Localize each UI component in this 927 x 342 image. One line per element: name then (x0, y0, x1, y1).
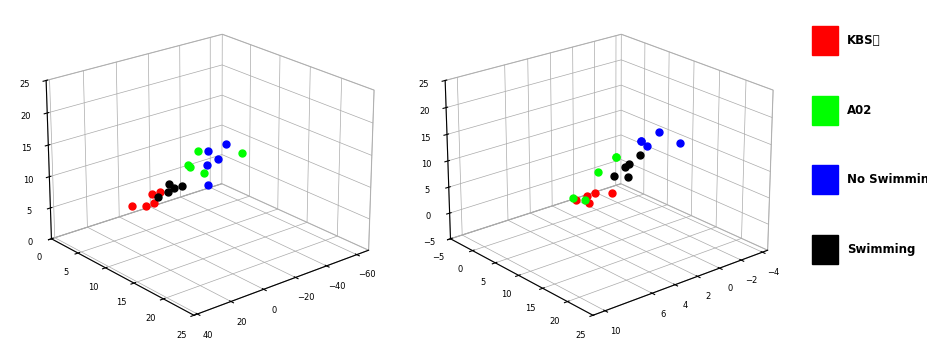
Text: KBS탕: KBS탕 (845, 34, 880, 47)
Text: Swimming: Swimming (845, 243, 914, 256)
Bar (811, 26, 837, 55)
Bar (811, 165, 837, 194)
Text: No Swimming: No Swimming (845, 173, 927, 186)
Bar (811, 96, 837, 125)
Bar (811, 235, 837, 264)
Text: A02: A02 (845, 104, 871, 117)
